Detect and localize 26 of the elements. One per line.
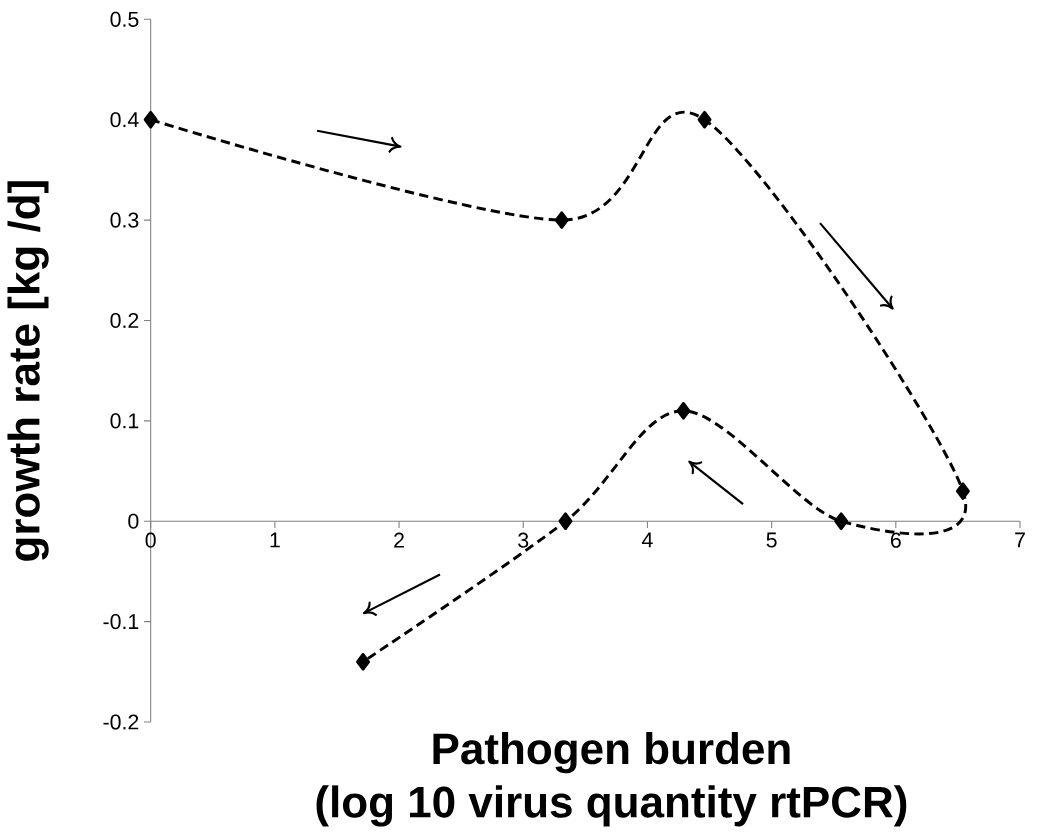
x-tick-label: 6 [890, 532, 901, 548]
point [356, 652, 370, 671]
point [558, 512, 573, 531]
point [676, 402, 691, 420]
y-tick-label: 0.3 [110, 212, 139, 228]
x-tick-label: 2 [394, 532, 404, 548]
y-tick-label: 0.1 [110, 413, 139, 429]
point [554, 211, 569, 229]
x-tick-label: 5 [766, 532, 777, 548]
point [697, 110, 712, 129]
x-tick-label: 4 [641, 532, 653, 548]
y-tick-label: 0.5 [110, 11, 139, 27]
y-tick-label: 0 [128, 513, 139, 529]
x-tick-label: 7 [1015, 532, 1025, 548]
x-axis-title: Pathogen burden (log 10 virus quantity rtPCR) [316, 732, 907, 827]
point [834, 512, 849, 531]
y-tick-label: -0.2 [103, 714, 139, 730]
y-tick-label: -0.1 [103, 614, 139, 630]
x-tick-label: 1 [270, 532, 280, 548]
y-tick-label: 0.2 [110, 312, 139, 329]
point [955, 482, 970, 500]
y-axis-title: growth rate [kg /d] [7, 181, 49, 561]
x-tick-label: 3 [518, 532, 529, 548]
point [143, 110, 158, 129]
x-tick-label: 0 [145, 532, 156, 548]
y-tick-label: 0.4 [110, 112, 139, 128]
